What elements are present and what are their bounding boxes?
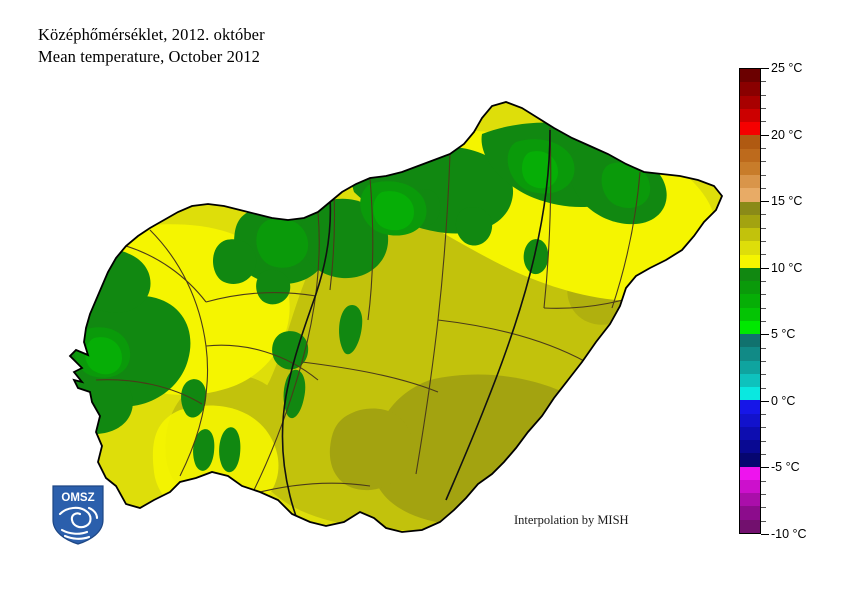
interpolation-attribution: Interpolation by MISH [514, 513, 629, 527]
colorbar-tick-9 [761, 281, 766, 283]
temperature-fill-layer [70, 102, 722, 532]
colorbar-band-11-12 [740, 241, 760, 255]
danube-river [281, 197, 332, 532]
colorbar-label-5: 5 °C [771, 327, 796, 342]
colorbar-band-18-19 [740, 148, 760, 162]
colorbar-band-4-5 [740, 334, 760, 348]
colorbar-label-20: 20 °C [771, 127, 803, 142]
colorbar-tick-19 [761, 147, 766, 149]
colorbar-band-1-2 [740, 373, 760, 387]
colorbar[interactable] [739, 68, 761, 534]
colorbar-tick-25 [761, 68, 769, 69]
omsz-shield-icon: OMSZ [52, 485, 104, 545]
colorbar-band--6--5 [740, 466, 760, 480]
tisza-river [445, 129, 551, 501]
colorbar-band--2--1 [740, 413, 760, 427]
hungary-temperature-choropleth[interactable] [30, 80, 730, 550]
colorbar-tick-18 [761, 161, 766, 163]
colorbar-tick--4 [761, 454, 766, 456]
colorbar-band--7--6 [740, 479, 760, 493]
colorbar-band--1-0 [740, 400, 760, 414]
colorbar-band--3--2 [740, 426, 760, 440]
colorbar-tick--8 [761, 507, 766, 509]
colorbar-band-19-20 [740, 135, 760, 149]
colorbar-tick-13 [761, 227, 766, 229]
colorbar-tick-7 [761, 307, 766, 309]
wave-swirl-icon [58, 506, 99, 540]
colorbar-band-15-16 [740, 188, 760, 202]
page-title: Középhőmérséklet, 2012. október Mean tem… [38, 24, 265, 69]
colorbar-tick-1 [761, 387, 766, 389]
colorbar-band-17-18 [740, 161, 760, 175]
colorbar-band--4--3 [740, 440, 760, 454]
colorbar-band-20-21 [740, 122, 760, 136]
colorbar-band-8-9 [740, 281, 760, 295]
colorbar-band-3-4 [740, 347, 760, 361]
colorbar-band--9--8 [740, 506, 760, 520]
colorbar-tick-21 [761, 121, 766, 123]
omsz-logo: OMSZ [51, 484, 105, 546]
colorbar-tick-8 [761, 294, 766, 296]
colorbar-label--5: -5 °C [771, 460, 800, 475]
colorbar-tick-3 [761, 360, 766, 362]
colorbar-tick-11 [761, 254, 766, 256]
colorbar-label-15: 15 °C [771, 194, 803, 209]
colorbar-tick-5 [761, 334, 769, 336]
title-english: Mean temperature, October 2012 [38, 47, 260, 67]
colorbar-label-0: 0 °C [771, 393, 796, 408]
colorbar-band-0-1 [740, 387, 760, 401]
colorbar-band-16-17 [740, 175, 760, 189]
colorbar-tick--2 [761, 427, 766, 429]
temperature-colorbar-legend[interactable]: 25 °C 20 °C 15 °C 10 °C 5 °C 0 °C -5 °C -10 °C [739, 61, 835, 541]
map-canvas[interactable] [30, 80, 730, 550]
colorbar-ticks [761, 68, 769, 535]
colorbar-band--8--7 [740, 493, 760, 507]
colorbar-tick-14 [761, 214, 766, 216]
colorbar-tick-4 [761, 347, 766, 349]
title-hungarian: Középhőmérséklet, 2012. október [38, 25, 265, 44]
colorbar-tick--1 [761, 414, 766, 416]
colorbar-tick-16 [761, 187, 766, 189]
colorbar-tick-17 [761, 174, 766, 176]
colorbar-band-24-25 [740, 69, 760, 83]
country-border [68, 101, 724, 533]
colorbar-label-25: 25 °C [771, 61, 803, 75]
colorbar-band-14-15 [740, 201, 760, 215]
colorbar-band-12-13 [740, 228, 760, 242]
colorbar-tick--6 [761, 480, 766, 482]
colorbar-tick-24 [761, 81, 766, 83]
colorbar-tick-22 [761, 107, 766, 109]
colorbar-tick-20 [761, 134, 769, 136]
colorbar-tick-2 [761, 374, 766, 376]
colorbar-band-21-22 [740, 108, 760, 122]
colorbar-tick--5 [761, 467, 769, 469]
colorbar-tick-10 [761, 267, 769, 269]
colorbar-tick--10 [761, 534, 769, 535]
colorbar-band-9-10 [740, 267, 760, 281]
colorbar-band-6-7 [740, 307, 760, 321]
colorbar-band--5--4 [740, 453, 760, 467]
shield-shape [52, 485, 104, 545]
colorbar-labels: 25 °C 20 °C 15 °C 10 °C 5 °C 0 °C -5 °C -10 °C [771, 61, 835, 541]
colorbar-label-10: 10 °C [771, 260, 803, 275]
colorbar-band-22-23 [740, 95, 760, 109]
omsz-logo-text: OMSZ [61, 492, 94, 504]
colorbar-tick-6 [761, 320, 766, 322]
colorbar-tick--9 [761, 520, 766, 522]
colorbar-band-5-6 [740, 320, 760, 334]
colorbar-tick--3 [761, 440, 766, 442]
colorbar-tick--7 [761, 494, 766, 496]
colorbar-band-10-11 [740, 254, 760, 268]
colorbar-tick-12 [761, 241, 766, 243]
colorbar-band-2-3 [740, 360, 760, 374]
rivers [281, 129, 551, 532]
colorbar-tick-15 [761, 201, 769, 203]
colorbar-band-23-24 [740, 82, 760, 96]
colorbar-band-7-8 [740, 294, 760, 308]
colorbar-tick-0 [761, 400, 769, 402]
colorbar-band--10--9 [740, 519, 760, 533]
colorbar-band-13-14 [740, 214, 760, 228]
colorbar-label--10: -10 °C [771, 527, 807, 541]
colorbar-tick-23 [761, 94, 766, 96]
